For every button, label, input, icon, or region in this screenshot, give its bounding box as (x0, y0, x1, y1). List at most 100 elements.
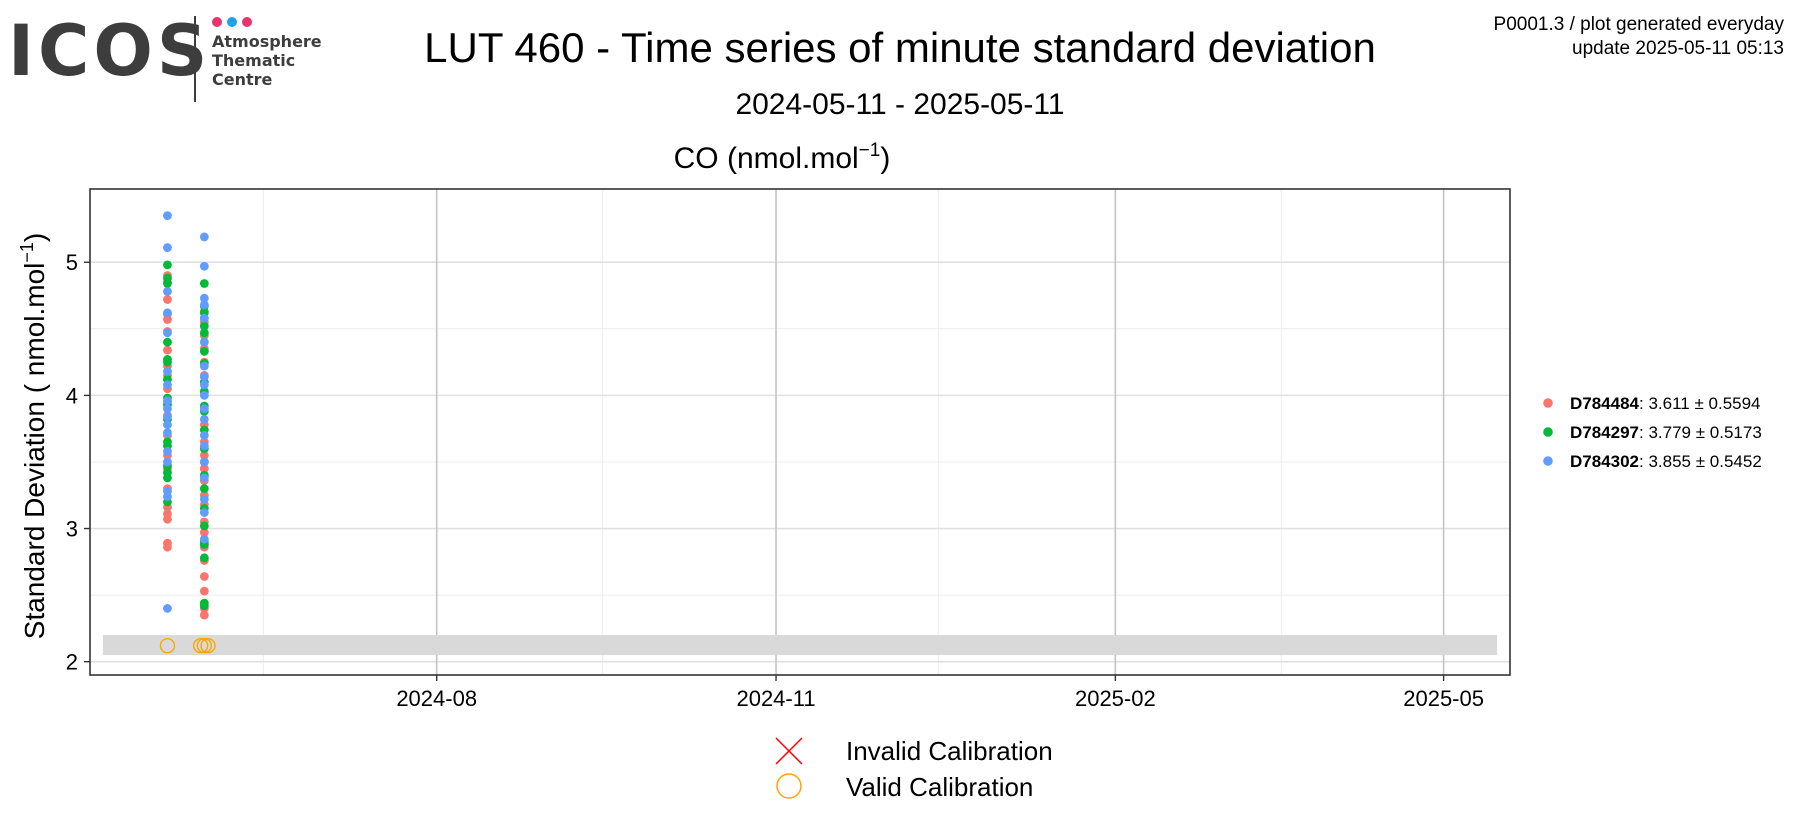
logo-divider (194, 16, 196, 102)
y-axis-label-end: ) (19, 233, 50, 242)
data-point (163, 345, 172, 355)
data-point (199, 457, 209, 467)
y-tick-label: 4 (66, 383, 78, 408)
data-point (199, 534, 209, 544)
data-point (199, 313, 209, 323)
panel-title-end: ) (880, 142, 890, 175)
valid-calibration-marker (200, 638, 216, 654)
calibration-legend: Invalid Calibration Valid Calibration (775, 736, 1053, 802)
data-point (163, 367, 172, 376)
data-point (199, 598, 209, 608)
data-point (199, 586, 209, 596)
data-point (199, 380, 209, 390)
data-point (199, 321, 209, 331)
logo-wordmark: ICOS (8, 10, 212, 92)
data-point (199, 521, 209, 531)
data-point (163, 437, 172, 447)
legend-label: D784484: 3.611 ± 0.5594 (1570, 394, 1761, 413)
legend-label: D784297: 3.779 ± 0.5173 (1570, 423, 1762, 442)
logo-dot (227, 17, 237, 27)
data-point (163, 404, 172, 414)
data-point (199, 450, 209, 460)
logo-dot (242, 17, 252, 27)
plot-meta: P0001.3 / plot generated everyday update… (1494, 13, 1784, 61)
data-point (199, 553, 209, 563)
data-point (163, 509, 172, 519)
y-axis-label-main: Standard Deviation ( nmol.mol (19, 263, 50, 640)
data-point (199, 404, 209, 414)
invalid-calibration-label: Invalid Calibration (846, 736, 1053, 766)
data-point (163, 273, 172, 283)
valid-calibration-marker (192, 638, 209, 654)
meta-line-1: P0001.3 / plot generated everyday (1493, 14, 1784, 35)
data-point (199, 441, 209, 451)
invalid-calibration-key (775, 737, 803, 765)
data-point (163, 420, 172, 430)
legend-key (1543, 456, 1553, 466)
data-point (163, 308, 172, 318)
data-point (199, 347, 209, 356)
panel-title-main: CO (nmol.mol (674, 142, 859, 175)
legend-series-stats: : 3.779 ± 0.5173 (1639, 423, 1762, 442)
panel-title: CO (nmol.mol−1) (674, 140, 891, 175)
data-point (199, 494, 209, 504)
data-point (163, 211, 172, 221)
data-point (199, 464, 209, 474)
grid-layer (90, 189, 1510, 675)
plot-frame (89, 188, 1511, 676)
legend-key (1543, 398, 1553, 408)
x-tick-label: 2025-02 (1075, 686, 1156, 711)
calibration-markers (159, 638, 216, 654)
data-point (163, 243, 172, 252)
legend-series-stats: : 3.855 ± 0.5452 (1639, 452, 1762, 471)
data-point (199, 300, 209, 310)
y-tick-label: 5 (66, 250, 78, 275)
valid-calibration-key (776, 773, 802, 799)
data-point (163, 468, 172, 478)
data-point (199, 430, 209, 440)
calibration-band (103, 635, 1497, 656)
data-point (199, 414, 209, 424)
valid-calibration-marker (159, 638, 176, 654)
data-point (163, 380, 172, 390)
points-layer (163, 211, 209, 620)
data-point (163, 457, 172, 467)
y-tick-label: 3 (66, 517, 78, 542)
legend-label: D784302: 3.855 ± 0.5452 (1570, 452, 1762, 471)
y-axis-label-sup: −1 (17, 242, 37, 263)
valid-calibration-marker (196, 638, 213, 654)
data-point (199, 508, 209, 517)
data-point (163, 328, 172, 338)
data-point (163, 287, 172, 296)
data-point (199, 232, 209, 242)
data-point (163, 412, 172, 422)
valid-calibration-label: Valid Calibration (846, 772, 1033, 802)
legend-series-name: D784484 (1570, 394, 1640, 413)
logo-line-1: Atmosphere (212, 32, 322, 51)
data-point (199, 528, 209, 537)
data-point (199, 572, 209, 581)
data-point (163, 486, 172, 496)
data-point (163, 260, 172, 270)
data-point (199, 293, 209, 303)
icos-logo: ICOS Atmosphere Thematic Centre (8, 14, 328, 104)
data-point (199, 610, 209, 620)
series-legend: D784484: 3.611 ± 0.5594 D784297: 3.779 ± … (1543, 394, 1762, 471)
legend-series-stats: : 3.611 ± 0.5594 (1639, 394, 1761, 413)
data-point (163, 337, 172, 347)
logo-line-3: Centre (212, 70, 273, 89)
x-tick-label: 2025-05 (1403, 686, 1484, 711)
panel-title-sup: −1 (859, 140, 881, 161)
y-tick-label: 2 (66, 650, 78, 675)
data-point (199, 337, 209, 347)
data-point (163, 428, 172, 438)
data-point (163, 396, 172, 406)
data-point (163, 604, 172, 613)
data-point (199, 361, 209, 371)
data-point (163, 295, 172, 304)
axis-layer: 2 3 4 5 2024-08 2024-11 2025-02 2025-05 (66, 250, 1484, 711)
data-point (199, 473, 209, 483)
data-point (163, 355, 172, 364)
data-point (163, 538, 172, 548)
